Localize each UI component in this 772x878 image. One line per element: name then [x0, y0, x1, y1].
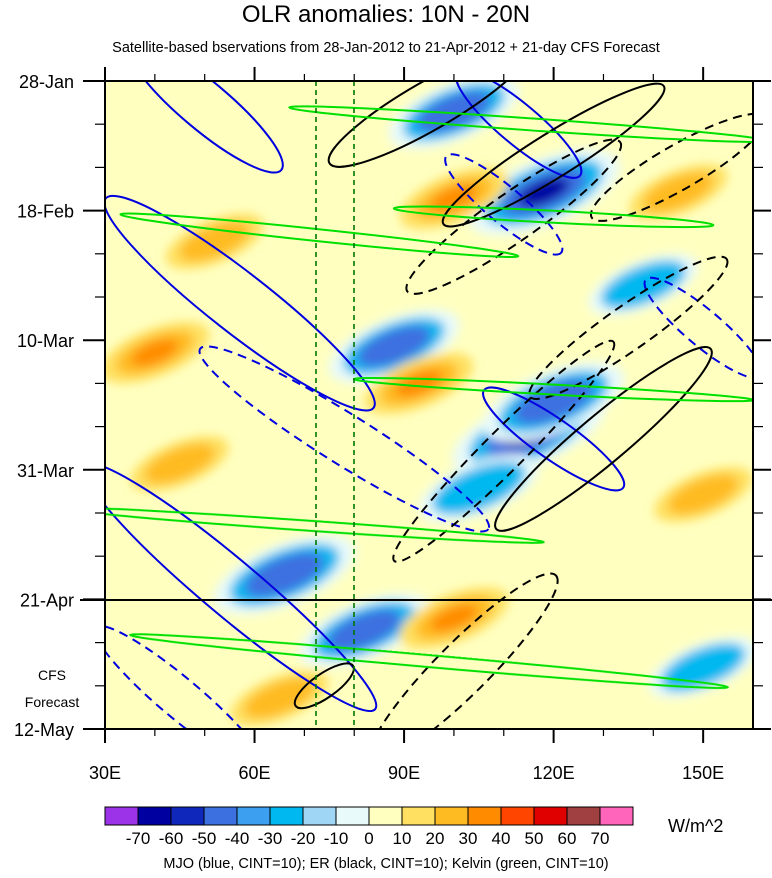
colorbar-label: 50	[525, 829, 544, 848]
colorbar-label: 60	[558, 829, 577, 848]
er-contour	[405, 138, 623, 295]
anomaly-blob	[395, 370, 443, 397]
x-tick-label: 90E	[388, 763, 420, 783]
anomaly-blob	[131, 339, 179, 366]
anomaly-blob	[430, 604, 478, 632]
colorbar-label: -10	[324, 829, 349, 848]
colorbar-box	[269, 806, 304, 826]
kelvin-contour	[105, 506, 545, 544]
colorbar-label: 70	[591, 829, 610, 848]
y-tick-label: 31-Mar	[17, 461, 74, 481]
er-contour	[494, 346, 713, 532]
colorbar-label: -30	[258, 829, 283, 848]
anomaly-blob	[245, 552, 324, 597]
colorbar-label: -40	[225, 829, 250, 848]
anomaly-blob	[327, 609, 401, 651]
colorbar-box	[104, 806, 139, 826]
colorbar-label: 40	[492, 829, 511, 848]
er-contour	[369, 572, 559, 729]
colorbar-box	[302, 806, 337, 826]
anomaly-blob	[601, 260, 686, 309]
chart-title: OLR anomalies: 10N - 20N	[241, 1, 531, 28]
anomaly-shading	[105, 81, 753, 726]
colorbar-box	[137, 806, 172, 826]
mjo-contour	[455, 81, 583, 179]
plot-frame	[104, 80, 754, 730]
colorbar-unit: W/m^2	[668, 816, 724, 836]
chart-subtitle: Satellite-based bservations from 28-Jan-…	[112, 40, 660, 56]
x-tick-label: 150E	[682, 763, 724, 783]
er-contour	[293, 662, 355, 710]
anomaly-blob	[357, 325, 431, 367]
colorbar-box	[500, 806, 535, 826]
y-tick-label: 28-Jan	[19, 72, 74, 92]
forecast-label-line2: Forecast	[24, 694, 80, 710]
er-contour	[327, 81, 531, 168]
anomaly-blob	[514, 379, 593, 425]
colorbar-box	[170, 806, 205, 826]
colorbar-box	[467, 806, 502, 826]
y-tick-label: 21-Apr	[20, 590, 74, 610]
y-tick-label: 18-Feb	[17, 202, 74, 222]
kelvin-contour	[288, 105, 753, 143]
kelvin-contour	[119, 212, 520, 259]
x-tick-label: 120E	[533, 763, 575, 783]
er-contour	[589, 112, 753, 222]
legend-footnote: MJO (blue, CINT=10); ER (black, CINT=10)…	[163, 856, 609, 872]
wave-contours	[105, 81, 753, 729]
y-tick-label: 10-Mar	[17, 331, 74, 351]
forecast-label-line1: CFS	[38, 667, 66, 683]
mjo-contour	[105, 462, 378, 713]
colorbar-box	[236, 806, 271, 826]
colorbar-box	[203, 806, 238, 826]
colorbar-box	[401, 806, 436, 826]
er-contour	[441, 82, 666, 228]
colorbar: -70 -60 -50 -40 -30 -20 -10 0 10 20 30 40 50 60 70	[104, 806, 634, 848]
anomaly-blob	[417, 91, 491, 133]
colorbar-label: -50	[192, 829, 217, 848]
anomaly-blob	[144, 443, 215, 484]
colorbar-label: -20	[291, 829, 316, 848]
colorbar-label: -60	[159, 829, 184, 848]
y-tick-label: 12-May	[14, 720, 74, 740]
colorbar-box	[434, 806, 469, 826]
x-tick-label: 30E	[89, 763, 121, 783]
er-contour	[392, 339, 616, 563]
colorbar-label: 10	[393, 829, 412, 848]
anomaly-blob	[244, 678, 315, 718]
colorbar-box	[368, 806, 403, 826]
er-contour	[528, 255, 729, 401]
anomaly-blob	[518, 177, 570, 207]
colorbar-box	[533, 806, 568, 826]
kelvin-contour	[129, 633, 729, 689]
colorbar-label: -70	[126, 829, 151, 848]
anomaly-blob	[668, 474, 739, 515]
mjo-contour	[198, 345, 491, 533]
colorbar-box	[599, 806, 634, 826]
colorbar-box	[566, 806, 601, 826]
colorbar-label: 0	[364, 829, 373, 848]
colorbar-label: 30	[459, 829, 478, 848]
colorbar-label: 20	[426, 829, 445, 848]
colorbar-box	[335, 806, 370, 826]
anomaly-blob	[432, 461, 526, 515]
kelvin-contour	[392, 205, 715, 229]
x-tick-label: 60E	[239, 763, 271, 783]
axes: 28-Jan 18-Feb 10-Mar 31-Mar 21-Apr 12-May 30E 6…	[14, 67, 771, 783]
mjo-contour	[125, 81, 284, 174]
mjo-contour	[643, 276, 753, 379]
